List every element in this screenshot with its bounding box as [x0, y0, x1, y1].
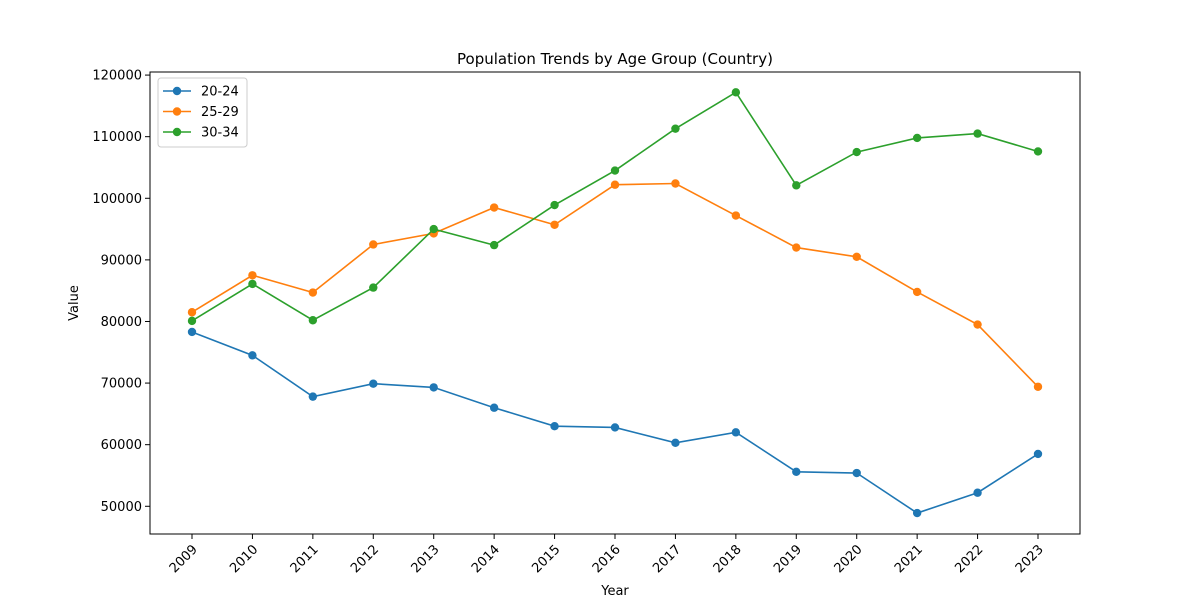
legend-label: 25-29: [201, 105, 239, 120]
legend-marker: [172, 127, 182, 137]
data-point: [550, 220, 559, 229]
x-tick-label: 2009: [167, 542, 201, 576]
data-point: [369, 283, 378, 292]
data-point: [248, 279, 257, 289]
data-point: [610, 166, 620, 175]
series-30-34: [187, 88, 1043, 326]
data-point: [731, 88, 741, 97]
data-point: [489, 403, 499, 412]
data-point: [369, 240, 378, 249]
y-tick-label: 80000: [101, 315, 142, 330]
data-point: [187, 308, 197, 317]
data-point: [610, 180, 620, 189]
y-axis-label: Value: [67, 285, 82, 321]
data-point: [731, 428, 741, 437]
y-tick-label: 120000: [92, 69, 142, 84]
legend-label: 30-34: [201, 126, 239, 141]
x-tick-label: 2016: [590, 542, 624, 576]
data-point: [1033, 147, 1043, 156]
data-point: [248, 271, 257, 280]
legend-marker: [172, 107, 182, 116]
legend: 20-24 25-29 30-34: [157, 77, 248, 148]
chart-title: Population Trends by Age Group (Country): [457, 50, 773, 68]
data-point: [852, 468, 861, 478]
data-point: [187, 327, 197, 337]
y-tick-label: 110000: [92, 130, 142, 145]
data-point: [248, 351, 257, 360]
data-point: [308, 392, 318, 401]
data-point: [792, 467, 801, 476]
y-axis: 50000 60000 70000 80000 90000 100000 110000 120…: [92, 69, 150, 515]
data-point: [489, 203, 499, 212]
y-tick-label: 100000: [92, 192, 142, 207]
data-point: [308, 288, 318, 297]
data-point: [973, 129, 982, 138]
data-point: [610, 423, 620, 432]
data-point: [973, 320, 982, 329]
legend-marker: [172, 86, 182, 96]
data-point: [1033, 382, 1043, 391]
legend-item: 30-34: [163, 126, 239, 141]
data-point: [731, 211, 741, 220]
data-point: [550, 200, 559, 210]
x-tick-label: 2020: [832, 542, 866, 576]
series-line: [191, 182, 1039, 388]
y-tick-label: 70000: [101, 377, 142, 392]
data-point: [912, 508, 922, 518]
x-tick-label: 2015: [529, 542, 563, 576]
data-point: [792, 181, 801, 190]
data-point: [671, 438, 680, 448]
data-point: [429, 224, 438, 234]
series-25-29: [187, 179, 1043, 391]
series-line: [191, 331, 1039, 514]
y-tick-label: 50000: [101, 500, 142, 515]
series-line: [191, 91, 1039, 322]
data-point: [369, 379, 378, 388]
data-point: [973, 488, 982, 497]
x-tick-label: 2019: [771, 542, 805, 576]
x-tick-label: 2022: [952, 542, 986, 576]
x-tick-label: 2021: [892, 542, 926, 576]
x-tick-label: 2018: [711, 542, 745, 576]
data-point: [671, 124, 680, 133]
data-point: [308, 316, 318, 325]
legend-item: 20-24: [163, 85, 239, 100]
data-point: [489, 240, 499, 250]
x-tick-label: 2011: [288, 542, 322, 576]
data-point: [671, 179, 680, 188]
data-point: [1033, 449, 1043, 459]
x-axis: 2009 2010 2011 2012 2013 2014 2015 2016 2017 2018…: [167, 534, 1047, 576]
legend-label: 20-24: [201, 85, 239, 100]
legend-item: 25-29: [163, 105, 239, 120]
data-point: [792, 243, 801, 252]
x-tick-label: 2017: [650, 542, 684, 576]
data-point: [852, 147, 861, 157]
y-tick-label: 90000: [101, 253, 142, 268]
x-tick-label: 2013: [409, 542, 443, 576]
x-tick-label: 2023: [1013, 542, 1047, 576]
x-tick-label: 2014: [469, 542, 503, 576]
x-tick-label: 2010: [227, 542, 261, 576]
data-point: [852, 252, 861, 261]
x-axis-label: Year: [600, 584, 629, 599]
plot-area: [187, 88, 1043, 518]
series-20-24: [187, 327, 1043, 518]
data-point: [912, 287, 922, 297]
plot-frame: [149, 71, 1081, 535]
data-point: [912, 133, 922, 143]
x-tick-label: 2012: [348, 542, 382, 576]
y-tick-label: 60000: [101, 438, 142, 453]
data-point: [550, 422, 559, 431]
data-point: [187, 316, 197, 326]
data-point: [429, 383, 438, 392]
